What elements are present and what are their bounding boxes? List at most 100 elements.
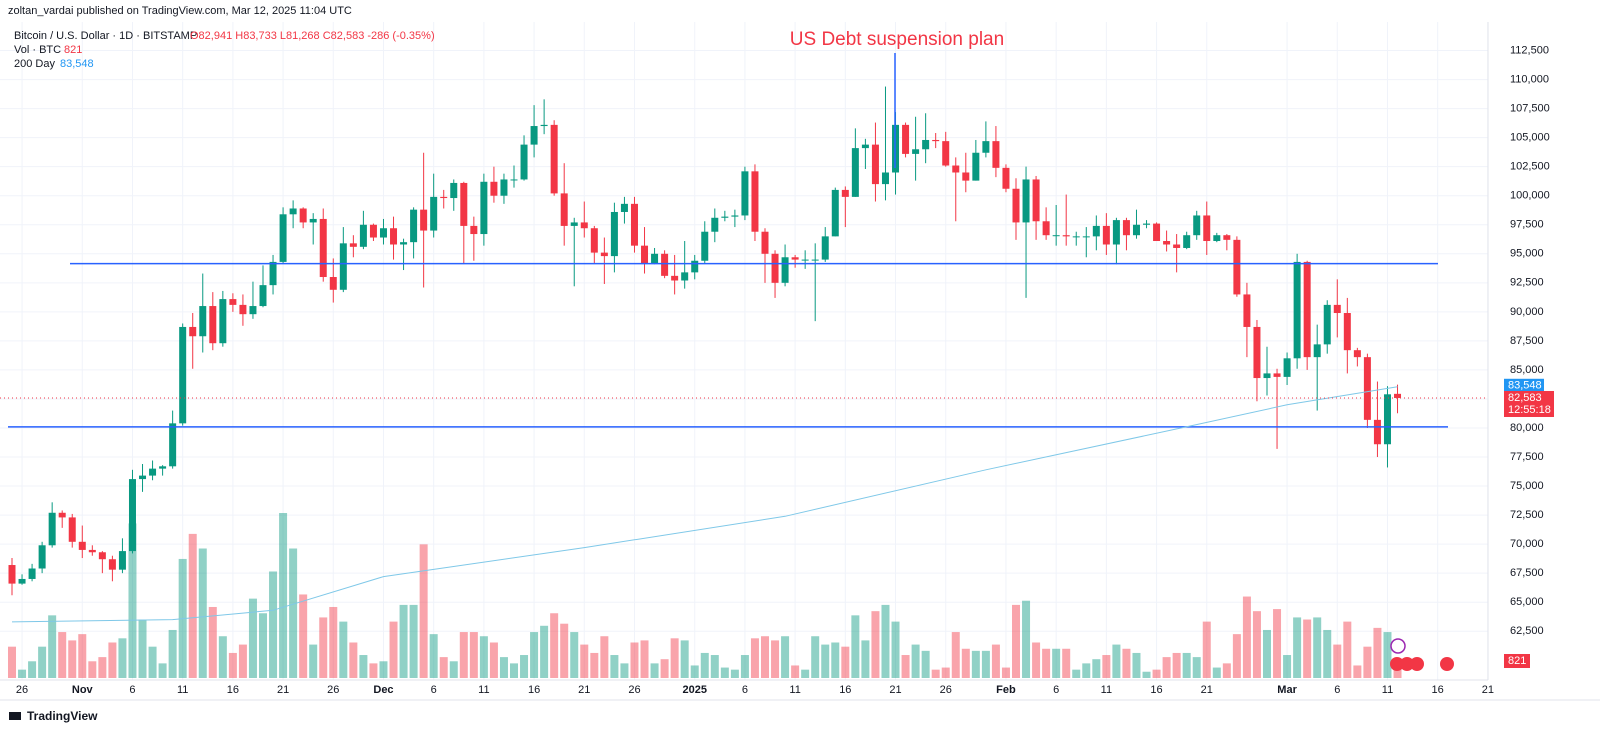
volume-bar	[58, 632, 67, 678]
volume-bar	[238, 644, 247, 678]
volume-bar	[1242, 596, 1251, 678]
candle-body	[259, 285, 267, 307]
volume-bar	[941, 667, 950, 678]
candle-body	[982, 141, 990, 153]
volume-bar	[580, 644, 589, 678]
candle-body	[701, 231, 709, 261]
y-tick-label: 92,500	[1510, 277, 1544, 289]
volume-bar	[1122, 648, 1131, 678]
volume-bar	[851, 615, 860, 678]
candle-body	[1143, 223, 1151, 225]
volume-bar	[128, 523, 137, 678]
volume-bar	[1062, 648, 1071, 678]
x-tick-label: 16	[839, 684, 851, 696]
volume-bar	[208, 606, 217, 678]
volume-bar	[650, 663, 659, 678]
candle-body	[319, 218, 327, 278]
candle-body	[600, 252, 608, 257]
volume-bar	[610, 655, 619, 678]
volume-bar	[329, 606, 338, 678]
volume-bar	[1333, 644, 1342, 678]
volume-bar	[690, 665, 699, 678]
volume-bar	[530, 632, 539, 678]
candle-body	[861, 144, 869, 149]
volume-bar	[459, 632, 468, 678]
candle-body	[68, 517, 76, 542]
symbol-title: Bitcoin / U.S. Dollar · 1D · BITSTAMP	[14, 30, 197, 42]
volume-bar	[821, 644, 830, 678]
candle-body	[811, 259, 819, 261]
candle-body	[620, 203, 628, 212]
x-tick-label: 16	[227, 684, 239, 696]
event-icon	[1390, 657, 1404, 671]
volume-bar	[811, 636, 820, 678]
volume-bar	[309, 644, 318, 678]
volume-bar	[560, 623, 569, 678]
volume-bar	[269, 571, 278, 678]
volume-bar	[600, 636, 609, 678]
candle-body	[189, 326, 197, 337]
volume-bar	[399, 604, 408, 678]
volume-bar	[981, 650, 990, 678]
y-tick-label: 70,000	[1510, 538, 1544, 550]
volume-bar	[550, 613, 559, 678]
candle-body	[410, 209, 418, 243]
candle-body	[18, 578, 26, 584]
candle-body	[1002, 167, 1010, 189]
candle-body	[490, 181, 498, 196]
candle-body	[78, 541, 86, 550]
volume-bar	[28, 661, 37, 678]
volume-bar	[118, 638, 127, 678]
candle-body	[721, 216, 729, 218]
volume-bar	[1182, 652, 1191, 678]
volume-bar	[1092, 659, 1101, 678]
volume-bar	[379, 661, 388, 678]
volume-bar	[680, 640, 689, 678]
x-tick-label: 11	[1382, 684, 1393, 696]
volume-bar	[429, 634, 438, 678]
candle-body	[1353, 350, 1361, 358]
candle-body	[149, 468, 157, 476]
candle-body	[1042, 221, 1050, 236]
x-tick-label: 16	[1432, 684, 1444, 696]
candle-body	[359, 224, 367, 247]
volume-bar	[1142, 671, 1151, 678]
y-tick-label: 80,000	[1510, 422, 1544, 434]
candle-body	[480, 181, 488, 235]
volume-bar	[1042, 648, 1051, 678]
volume-bar	[831, 642, 840, 678]
candle-body	[1173, 244, 1181, 248]
volume-bar	[730, 669, 739, 678]
volume-bar	[1202, 621, 1211, 678]
volume-bar	[861, 640, 870, 678]
candle-body	[460, 182, 468, 226]
event-icons	[1390, 638, 1454, 671]
volume-bar	[1263, 629, 1271, 678]
volume-bar	[1102, 655, 1111, 678]
y-tick-label: 85,000	[1510, 364, 1544, 376]
candle-body	[1203, 215, 1211, 242]
volume-bar	[761, 636, 769, 678]
candle-body	[1293, 261, 1301, 359]
volume-bar	[449, 661, 458, 678]
candle-body	[98, 552, 106, 560]
volume-bar	[1283, 655, 1292, 678]
y-tick-label: 67,500	[1510, 567, 1544, 579]
candle-body	[1183, 235, 1191, 248]
volume-bar	[540, 625, 549, 678]
volume-bar	[951, 632, 960, 678]
candle-body	[871, 144, 879, 185]
volume-bar	[18, 669, 27, 678]
candle-body	[219, 299, 227, 344]
event-icon	[1440, 657, 1454, 671]
candle-body	[1343, 313, 1351, 351]
candle-body	[229, 299, 237, 305]
candle-body	[691, 260, 699, 273]
candle-body	[791, 257, 799, 260]
ma-price-tag	[1504, 378, 1544, 393]
candle-body	[1012, 188, 1020, 223]
y-tick-label: 112,500	[1510, 44, 1549, 56]
candle-body	[661, 253, 669, 276]
event-icon	[1390, 638, 1406, 654]
x-tick-label: 6	[742, 684, 748, 696]
